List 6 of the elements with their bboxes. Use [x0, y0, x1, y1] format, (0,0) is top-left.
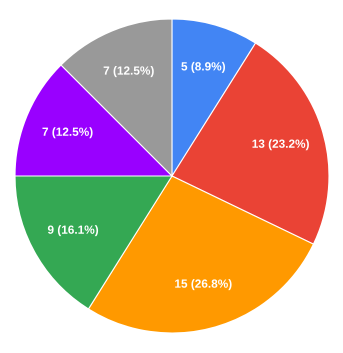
data-label: 7 (12.5%): [104, 66, 154, 78]
data-label: 5 (8.9%): [181, 62, 226, 73]
data-label: 9 (16.1%): [48, 225, 98, 236]
data-label: 15 (26.8%): [175, 279, 232, 290]
data-label: 13 (23.2%): [252, 139, 309, 150]
data-label: 7 (12.5%): [42, 127, 93, 138]
